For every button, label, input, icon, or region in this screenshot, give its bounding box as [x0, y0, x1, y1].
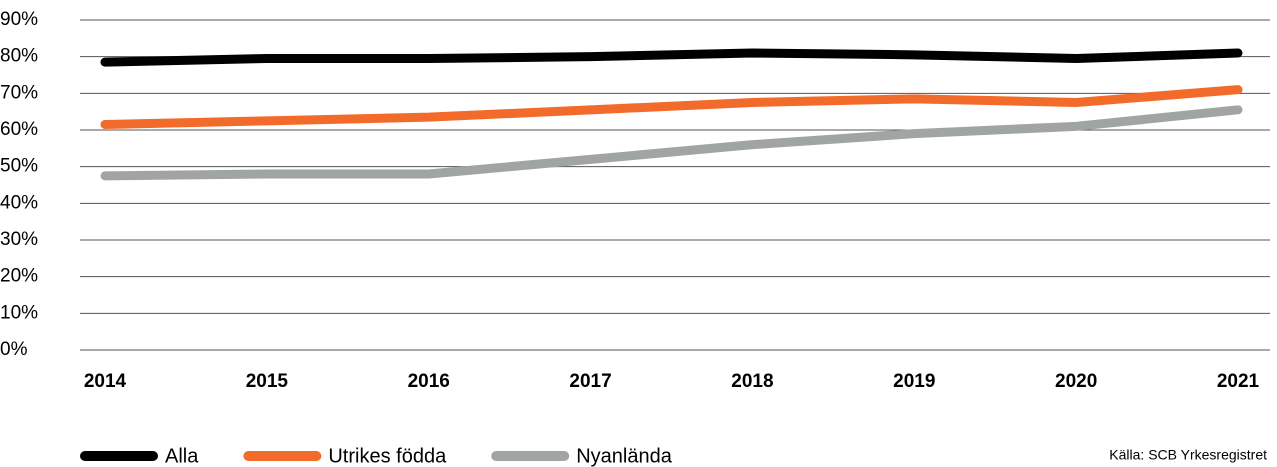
legend-label: Alla	[165, 445, 199, 467]
x-tick-label: 2016	[408, 371, 450, 392]
x-tick-label: 2021	[1217, 371, 1260, 392]
series-line	[100, 48, 1243, 67]
y-tick-label: 40%	[0, 192, 38, 213]
x-tick-label: 2019	[893, 371, 935, 392]
legend-label: Nyanlända	[576, 445, 673, 467]
x-tick-label: 2014	[84, 371, 127, 392]
y-tick-label: 80%	[0, 46, 38, 67]
x-tick-label: 2020	[1055, 371, 1097, 392]
y-tick-label: 0%	[0, 339, 28, 360]
y-tick-label: 50%	[0, 156, 38, 177]
legend-label: Utrikes födda	[328, 445, 447, 467]
y-tick-label: 60%	[0, 119, 38, 140]
x-tick-label: 2015	[246, 371, 289, 392]
y-tick-label: 10%	[0, 302, 38, 323]
source: Källa: SCB Yrkesregistret	[1109, 447, 1267, 463]
y-tick-label: 30%	[0, 229, 38, 250]
y-tick-label: 90%	[0, 9, 38, 30]
series-line	[100, 85, 1243, 129]
x-tick-label: 2017	[569, 371, 611, 392]
y-tick-label: 20%	[0, 266, 38, 287]
x-tick-label: 2018	[731, 371, 773, 392]
y-tick-label: 70%	[0, 82, 38, 103]
series-line	[100, 105, 1243, 181]
